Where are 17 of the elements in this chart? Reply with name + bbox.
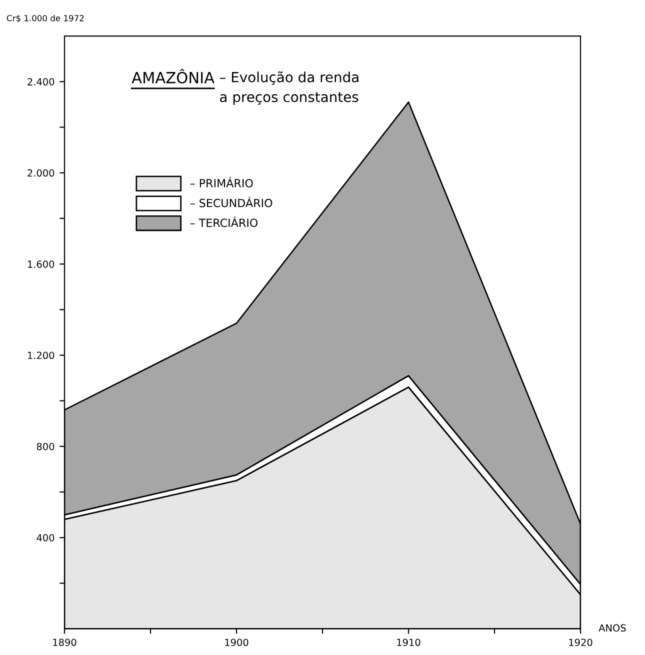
y-tick-label: 800 — [36, 442, 54, 450]
x-tick-label: 1900 — [225, 638, 248, 646]
text: – Evolução da renda a preços constantes — [220, 71, 358, 105]
y-tick-label: 2.400 — [28, 78, 54, 86]
legend-label: – TERCIÁRIO — [190, 216, 258, 228]
legend-label: – PRIMÁRIO — [190, 176, 253, 188]
x-axis-title: ANOS — [598, 624, 626, 632]
x-tick-label: 1920 — [569, 638, 592, 646]
x-tick-label: 1890 — [53, 638, 76, 646]
y-tick-label: 1.600 — [28, 260, 54, 268]
legend-label: – SECUNDÁRIO — [190, 196, 272, 208]
text: AMAZÔNIA — [132, 69, 214, 84]
y-tick-label: 1.200 — [28, 352, 54, 360]
y-axis-title: Cr$ 1.000 de 1972 — [6, 14, 84, 22]
y-tick-label: 400 — [36, 534, 54, 542]
x-tick-label: 1910 — [397, 638, 420, 646]
y-tick-label: 2.000 — [28, 169, 54, 177]
